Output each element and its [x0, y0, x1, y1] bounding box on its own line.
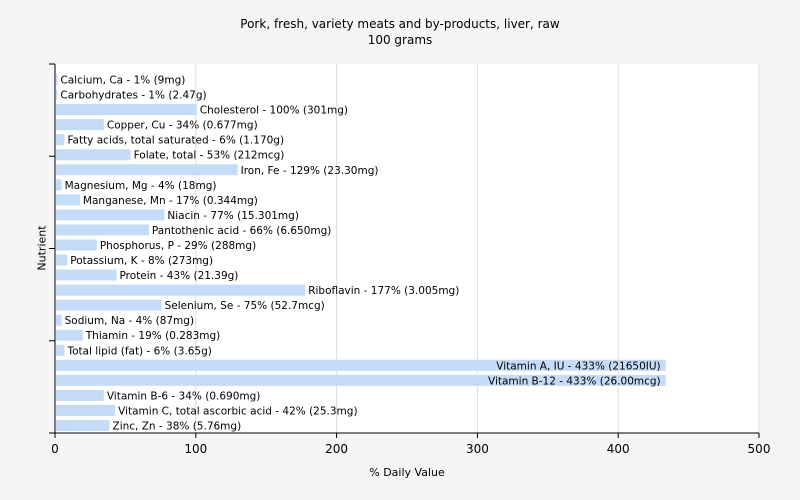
bar-label: Zinc, Zn - 38% (5.76mg)	[113, 420, 242, 432]
x-tick-label: 0	[51, 442, 59, 456]
x-tick-label: 300	[466, 442, 489, 456]
bar	[56, 209, 165, 221]
x-axis-label: % Daily Value	[369, 466, 445, 479]
bar	[56, 269, 117, 281]
bar-label: Selenium, Se - 75% (52.7mcg)	[165, 300, 325, 312]
bar-label: Manganese, Mn - 17% (0.344mg)	[83, 195, 258, 207]
bar	[56, 359, 666, 371]
bar-label: Iron, Fe - 129% (23.30mg)	[241, 165, 379, 177]
bar	[56, 389, 104, 401]
bar	[56, 119, 104, 131]
bar	[56, 239, 97, 251]
bar	[56, 314, 62, 326]
bar-label: Pantothenic acid - 66% (6.650mg)	[152, 225, 331, 237]
bar-label: Fatty acids, total saturated - 6% (1.170…	[67, 135, 284, 147]
bar-label: Sodium, Na - 4% (87mg)	[65, 315, 194, 327]
bar	[56, 224, 149, 236]
chart-title: Pork, fresh, variety meats and by-produc…	[240, 17, 560, 31]
y-axis-label: Nutrient	[35, 225, 49, 271]
bar-label: Vitamin B-12 - 433% (26.00mcg)	[488, 375, 661, 387]
bar	[56, 89, 58, 101]
plot-area	[55, 64, 759, 433]
bar	[56, 74, 58, 86]
bar-label: Phosphorus, P - 29% (288mg)	[100, 240, 256, 252]
bar	[56, 254, 68, 266]
bar-label: Carbohydrates - 1% (2.47g)	[60, 90, 206, 102]
bar	[56, 374, 666, 386]
bar	[56, 194, 80, 206]
bar-label: Copper, Cu - 34% (0.677mg)	[107, 120, 258, 132]
chart-title-block: Pork, fresh, variety meats and by-produc…	[0, 16, 800, 48]
bar	[56, 419, 110, 431]
bar-label: Vitamin C, total ascorbic acid - 42% (25…	[118, 405, 357, 417]
x-tick-label: 500	[748, 442, 771, 456]
bar-label: Magnesium, Mg - 4% (18mg)	[65, 180, 217, 192]
bar-label: Niacin - 77% (15.301mg)	[167, 210, 299, 222]
bar	[56, 104, 197, 116]
bar	[56, 284, 306, 296]
bar-label: Vitamin B-6 - 34% (0.690mg)	[107, 390, 261, 402]
bar	[56, 329, 83, 341]
bar	[56, 164, 238, 176]
bar-label: Cholesterol - 100% (301mg)	[200, 105, 348, 117]
bar	[56, 179, 62, 191]
bar-label: Potassium, K - 8% (273mg)	[70, 255, 213, 267]
bar-label: Calcium, Ca - 1% (9mg)	[60, 75, 185, 87]
bar-label: Folate, total - 53% (212mcg)	[134, 150, 285, 162]
bar-label: Thiamin - 19% (0.283mg)	[85, 330, 221, 342]
bar-label: Vitamin A, IU - 433% (21650IU)	[496, 360, 660, 372]
bar	[56, 299, 162, 311]
chart-subtitle: 100 grams	[367, 33, 433, 47]
x-tick-label: 200	[325, 442, 348, 456]
bar	[56, 404, 116, 416]
bar	[56, 134, 65, 146]
bar-label: Protein - 43% (21.39g)	[120, 270, 239, 282]
bar-label: Riboflavin - 177% (3.005mg)	[308, 285, 459, 297]
bar	[56, 344, 65, 356]
x-tick-label: 100	[184, 442, 207, 456]
bar-label: Total lipid (fat) - 6% (3.65g)	[66, 345, 211, 357]
x-tick-label: 400	[607, 442, 630, 456]
bar	[56, 149, 131, 161]
